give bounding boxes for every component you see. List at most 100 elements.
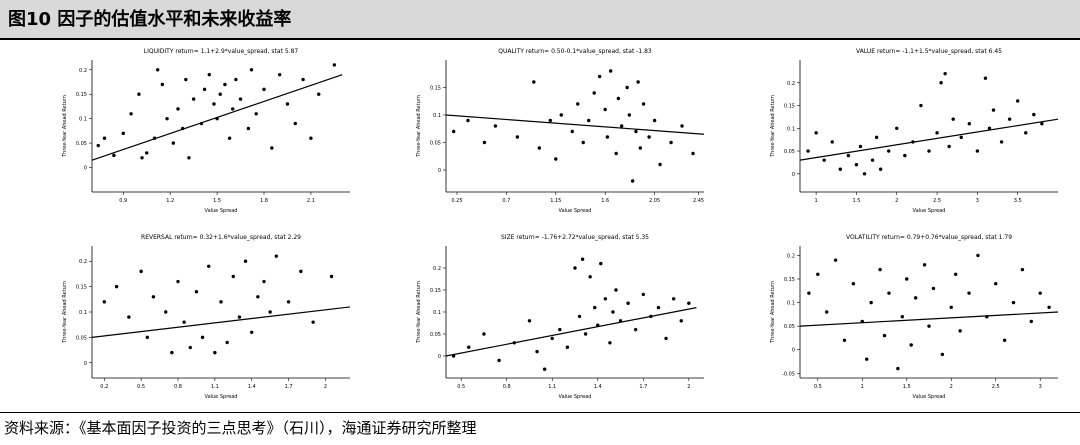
scatter-point [671,297,676,301]
y-tick-label: 0 [438,168,441,174]
scatter-point [191,97,196,101]
scatter-point [999,140,1004,144]
scatter-point [949,305,953,309]
scatter-point [846,153,851,158]
scatter-point [824,310,829,314]
scatter-point [931,286,936,291]
scatter-point [991,108,996,112]
scatter-panels-grid: LIQUIDITY return= 1.1+2.9*value_spread, … [0,40,1080,412]
scatter-point [913,296,918,300]
scatter-point [1047,305,1051,309]
scatter-point [223,82,227,87]
scatter-point [619,124,624,128]
scatter-point [603,297,608,301]
scatter-point [1024,131,1028,135]
x-tick-label: 3 [976,198,979,204]
x-tick-label: 0.8 [503,384,511,390]
x-axis-label: Value Spread [559,394,592,400]
y-tick-label: 0.15 [430,288,441,294]
scatter-point [262,279,266,284]
scatter-point [532,80,536,84]
y-tick-label: 0.1 [787,126,795,132]
scatter-point [975,149,980,153]
y-tick-label: 0.2 [79,68,87,74]
x-tick-label: 1.1 [211,384,219,390]
scatter-point [641,102,646,106]
scatter-point [550,336,554,341]
scatter-point [570,129,574,134]
scatter-point [576,102,580,106]
figure-title: 图10 因子的估值水平和未来收益率 [0,0,1080,40]
scatter-point [451,129,456,134]
scatter-point [160,82,165,87]
scatter-point [636,80,640,84]
trend-line [445,307,697,357]
scatter-point [967,122,972,126]
scatter-point [213,350,217,355]
scatter-point [165,116,169,121]
scatter-point [493,124,498,128]
y-tick-label: -0.05 [782,371,795,377]
trend-line [91,74,343,161]
x-tick-label: 2.5 [992,384,1000,390]
scatter-point [311,320,315,324]
scatter-point [262,87,266,92]
x-tick-label: 1.5 [903,384,911,390]
scatter-point [573,266,577,270]
panel-title: VOLATILITY return= 0.79+0.76*value_sprea… [846,234,1012,241]
scatter-point [246,126,251,131]
scatter-point [865,357,869,361]
panel-title: VALUE return= -1.1+1.5*value_spread, sta… [856,48,1002,55]
scatter-point [935,131,939,135]
scatter-point [277,72,282,77]
scatter-point [947,144,951,149]
scatter-point [309,136,313,140]
scatter-point [869,300,873,305]
scatter-point [614,288,618,292]
scatter-point [535,349,539,354]
scatter-point [983,76,988,80]
scatter-point [219,300,223,304]
x-tick-label: 2.1 [307,198,315,204]
scatter-point [1038,291,1042,295]
scatter-point [862,172,867,176]
x-tick-label: 0.8 [174,384,182,390]
scatter-point [565,345,570,349]
scatter-point [1002,338,1007,342]
y-tick-label: 0.05 [784,149,795,155]
scatter-point [114,284,119,289]
scatter-point [634,129,638,134]
scatter-point [231,107,235,111]
scatter-point [249,68,254,72]
scatter-point [170,350,174,355]
x-tick-label: 1.15 [550,198,561,204]
y-axis-label: Three-Year Ahead Return [416,281,422,344]
scatter-point [922,263,927,267]
scatter-point [625,85,629,90]
y-tick-label: 0.15 [430,86,441,92]
scatter-point [467,345,471,349]
footer-rule [0,412,1080,413]
scatter-point [680,124,684,128]
scatter-point [112,153,116,158]
scatter-point [102,136,107,140]
scatter-point [139,269,143,274]
x-tick-label: 2 [687,384,690,390]
y-tick-label: 0.2 [787,253,795,259]
x-axis-label: Value Spread [205,394,238,400]
source-note: 资料来源：《基本面因子投资的三点思考》（石川），海通证券研究所整理 [4,419,477,437]
panel-size: SIZE return= -1.76+2.72*value_spread, st… [364,230,714,410]
scatter-point [967,291,971,295]
scatter-point [878,267,882,272]
scatter-point [903,153,907,158]
scatter-point [293,121,297,126]
trend-line [445,114,705,135]
y-tick-label: 0.15 [784,277,795,283]
scatter-point [886,149,891,153]
scatter-point [854,162,859,167]
scatter-point [238,97,243,101]
scatter-point [638,146,643,150]
scatter-point [299,269,303,274]
y-tick-label: 0.05 [784,324,795,330]
x-tick-label: 3.5 [1014,198,1022,204]
